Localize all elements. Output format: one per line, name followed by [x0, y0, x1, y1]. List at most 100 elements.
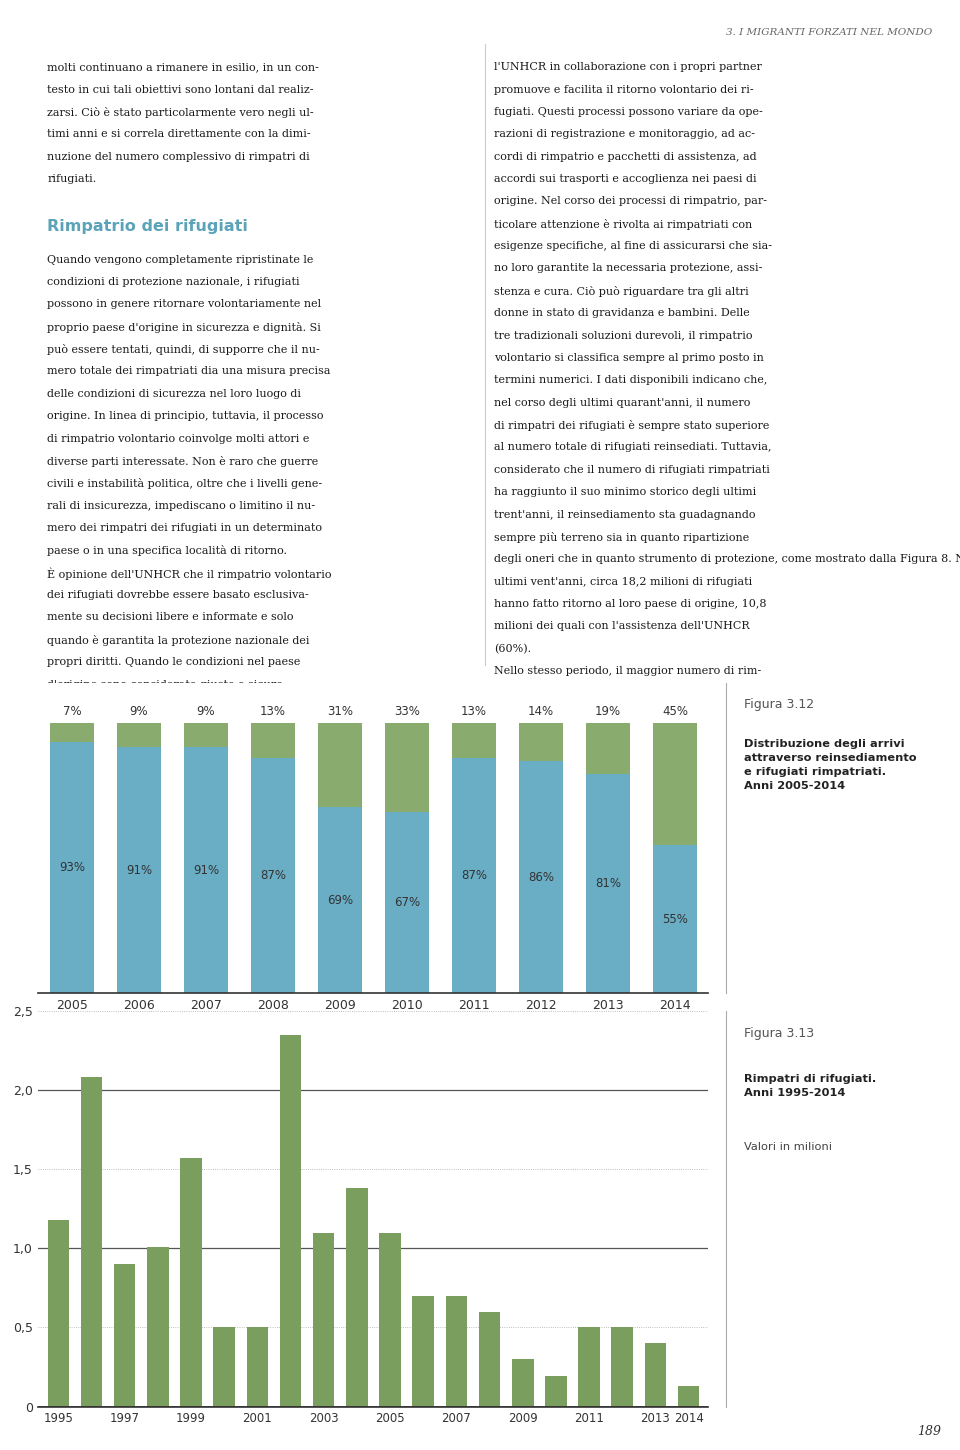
Text: rifugiati.: rifugiati. — [47, 174, 97, 184]
Bar — [545, 1376, 566, 1406]
Bar — [479, 1312, 500, 1406]
Text: mero dei rimpatri dei rifugiati in un determinato: mero dei rimpatri dei rifugiati in un de… — [47, 523, 323, 534]
Bar — [313, 1232, 334, 1406]
Text: condizioni di protezione nazionale, i rifugiati: condizioni di protezione nazionale, i ri… — [47, 277, 300, 287]
Text: 86%: 86% — [528, 870, 554, 883]
Text: proprio paese d'origine in sicurezza e dignità. Si: proprio paese d'origine in sicurezza e d… — [47, 322, 322, 332]
Text: 45%: 45% — [662, 705, 688, 718]
Text: propri diritti. Quando le condizioni nel paese: propri diritti. Quando le condizioni nel… — [47, 657, 300, 667]
Text: delle condizioni di sicurezza nel loro luogo di: delle condizioni di sicurezza nel loro l… — [47, 389, 301, 399]
Bar — [452, 724, 495, 758]
Text: esigenze specifiche, al fine di assicurarsi che sia-: esigenze specifiche, al fine di assicura… — [494, 241, 772, 251]
Bar — [318, 806, 362, 993]
Text: 69%: 69% — [327, 893, 353, 906]
Text: volontario si classifica sempre al primo posto in: volontario si classifica sempre al primo… — [494, 352, 764, 362]
Bar — [184, 747, 228, 993]
Text: no loro garantite la necessaria protezione, assi-: no loro garantite la necessaria protezio… — [494, 264, 762, 274]
Text: di rimpatri dei rifugiati è sempre stato superiore: di rimpatri dei rifugiati è sempre stato… — [494, 420, 770, 431]
Text: 9%: 9% — [130, 705, 148, 718]
Text: 55%: 55% — [662, 912, 688, 925]
Text: l'UNHCR in collaborazione con i propri partner: l'UNHCR in collaborazione con i propri p… — [494, 62, 762, 72]
Bar — [445, 1296, 468, 1406]
Text: 93%: 93% — [59, 861, 84, 874]
Text: origine. Nel corso dei processi di rimpatrio, par-: origine. Nel corso dei processi di rimpa… — [494, 196, 767, 206]
Text: Rimpatrio dei rifugiati: Rimpatrio dei rifugiati — [47, 219, 249, 233]
Text: 13%: 13% — [461, 705, 487, 718]
Text: tre tradizionali soluzioni durevoli, il rimpatrio: tre tradizionali soluzioni durevoli, il … — [494, 331, 753, 341]
Bar — [50, 724, 94, 742]
Text: hanno fatto ritorno al loro paese di origine, 10,8: hanno fatto ritorno al loro paese di ori… — [494, 599, 767, 609]
Bar — [114, 1264, 135, 1406]
Bar — [385, 724, 429, 812]
Text: 91%: 91% — [126, 864, 152, 877]
Text: rali di insicurezza, impediscano o limitino il nu-: rali di insicurezza, impediscano o limit… — [47, 500, 316, 510]
Text: Quando vengono completamente ripristinate le: Quando vengono completamente ripristinat… — [47, 255, 314, 264]
Text: molti continuano a rimanere in esilio, in un con-: molti continuano a rimanere in esilio, i… — [47, 62, 320, 72]
Bar — [252, 724, 295, 758]
Text: ha raggiunto il suo minimo storico degli ultimi: ha raggiunto il suo minimo storico degli… — [494, 487, 756, 497]
Text: nuzione del numero complessivo di rimpatri di: nuzione del numero complessivo di rimpat… — [47, 152, 310, 161]
Text: trent'anni, il reinsediamento sta guadagnando: trent'anni, il reinsediamento sta guadag… — [494, 509, 756, 519]
Text: Valori in milioni: Valori in milioni — [744, 1141, 832, 1151]
Text: Figura 3.12: Figura 3.12 — [744, 697, 814, 710]
Text: 9%: 9% — [197, 705, 215, 718]
Text: origine. In linea di principio, tuttavia, il processo: origine. In linea di principio, tuttavia… — [47, 412, 324, 420]
Bar — [81, 1077, 103, 1406]
Text: dei rifugiati dovrebbe essere basato esclusiva-: dei rifugiati dovrebbe essere basato esc… — [47, 590, 309, 600]
Text: accordi sui trasporti e accoglienza nei paesi di: accordi sui trasporti e accoglienza nei … — [494, 174, 756, 184]
Text: può essere tentati, quindi, di supporre che il nu-: può essere tentati, quindi, di supporre … — [47, 344, 321, 355]
Text: d'origine sono considerate giuste e sicure,: d'origine sono considerate giuste e sicu… — [47, 680, 287, 690]
Bar — [587, 774, 630, 993]
Text: 189: 189 — [917, 1425, 941, 1438]
Text: mente su decisioni libere e informate e solo: mente su decisioni libere e informate e … — [47, 612, 294, 622]
Text: Distribuzione degli arrivi
attraverso reinsediamento
e rifugiati rimpatriati.
An: Distribuzione degli arrivi attraverso re… — [744, 738, 917, 790]
Text: 67%: 67% — [394, 896, 420, 909]
Bar — [117, 747, 160, 993]
Text: civili e instabilità politica, oltre che i livelli gene-: civili e instabilità politica, oltre che… — [47, 478, 323, 489]
Text: 7%: 7% — [62, 705, 82, 718]
Text: testo in cui tali obiettivi sono lontani dal realiz-: testo in cui tali obiettivi sono lontani… — [47, 84, 314, 94]
Text: ticolare attenzione è rivolta ai rimpatriati con: ticolare attenzione è rivolta ai rimpatr… — [494, 219, 753, 229]
Bar — [645, 1343, 666, 1406]
Text: mero totale dei rimpatriati dia una misura precisa: mero totale dei rimpatriati dia una misu… — [47, 367, 331, 377]
Text: 87%: 87% — [461, 870, 487, 882]
Text: ultimi vent'anni, circa 18,2 milioni di rifugiati: ultimi vent'anni, circa 18,2 milioni di … — [494, 577, 753, 587]
Bar — [252, 758, 295, 993]
Text: promuove e facilita il ritorno volontario dei ri-: promuove e facilita il ritorno volontari… — [494, 84, 754, 94]
Bar — [612, 1327, 633, 1406]
Text: diverse parti interessate. Non è raro che guerre: diverse parti interessate. Non è raro ch… — [47, 455, 319, 467]
Bar — [678, 1386, 700, 1406]
Text: 33%: 33% — [394, 705, 420, 718]
Bar — [587, 724, 630, 774]
Bar — [247, 1327, 268, 1406]
Bar — [180, 1159, 202, 1406]
Text: paese o in una specifica località di ritorno.: paese o in una specifica località di rit… — [47, 545, 287, 557]
Bar — [279, 1035, 301, 1406]
Text: fugiati. Questi processi possono variare da ope-: fugiati. Questi processi possono variare… — [494, 107, 763, 117]
Bar — [452, 758, 495, 993]
Text: timi anni e si correla direttamente con la dimi-: timi anni e si correla direttamente con … — [47, 129, 311, 139]
Bar — [184, 724, 228, 747]
Bar — [318, 724, 362, 806]
Text: 81%: 81% — [595, 877, 621, 890]
Text: cordi di rimpatrio e pacchetti di assistenza, ad: cordi di rimpatrio e pacchetti di assist… — [494, 152, 756, 161]
Text: 3. I MIGRANTI FORZATI NEL MONDO: 3. I MIGRANTI FORZATI NEL MONDO — [726, 29, 932, 38]
Text: razioni di registrazione e monitoraggio, ad ac-: razioni di registrazione e monitoraggio,… — [494, 129, 756, 139]
Bar — [379, 1232, 401, 1406]
Text: nel corso degli ultimi quarant'anni, il numero: nel corso degli ultimi quarant'anni, il … — [494, 397, 751, 407]
Bar — [385, 812, 429, 993]
Text: 14%: 14% — [528, 705, 554, 718]
Text: stenza e cura. Ciò può riguardare tra gli altri: stenza e cura. Ciò può riguardare tra gl… — [494, 286, 749, 297]
Bar — [117, 724, 160, 747]
Text: Figura 3.13: Figura 3.13 — [744, 1027, 814, 1040]
Bar — [653, 845, 697, 993]
Text: 19%: 19% — [595, 705, 621, 718]
Text: (60%).: (60%). — [494, 644, 531, 654]
Bar — [519, 761, 563, 993]
Text: Nello stesso periodo, il maggior numero di rim-: Nello stesso periodo, il maggior numero … — [494, 666, 761, 676]
Text: Rimpatri di rifugiati.
Anni 1995-2014: Rimpatri di rifugiati. Anni 1995-2014 — [744, 1074, 876, 1098]
Text: donne in stato di gravidanza e bambini. Delle: donne in stato di gravidanza e bambini. … — [494, 309, 750, 318]
Bar — [213, 1327, 235, 1406]
Text: quando è garantita la protezione nazionale dei: quando è garantita la protezione naziona… — [47, 635, 310, 645]
Text: 87%: 87% — [260, 870, 286, 882]
